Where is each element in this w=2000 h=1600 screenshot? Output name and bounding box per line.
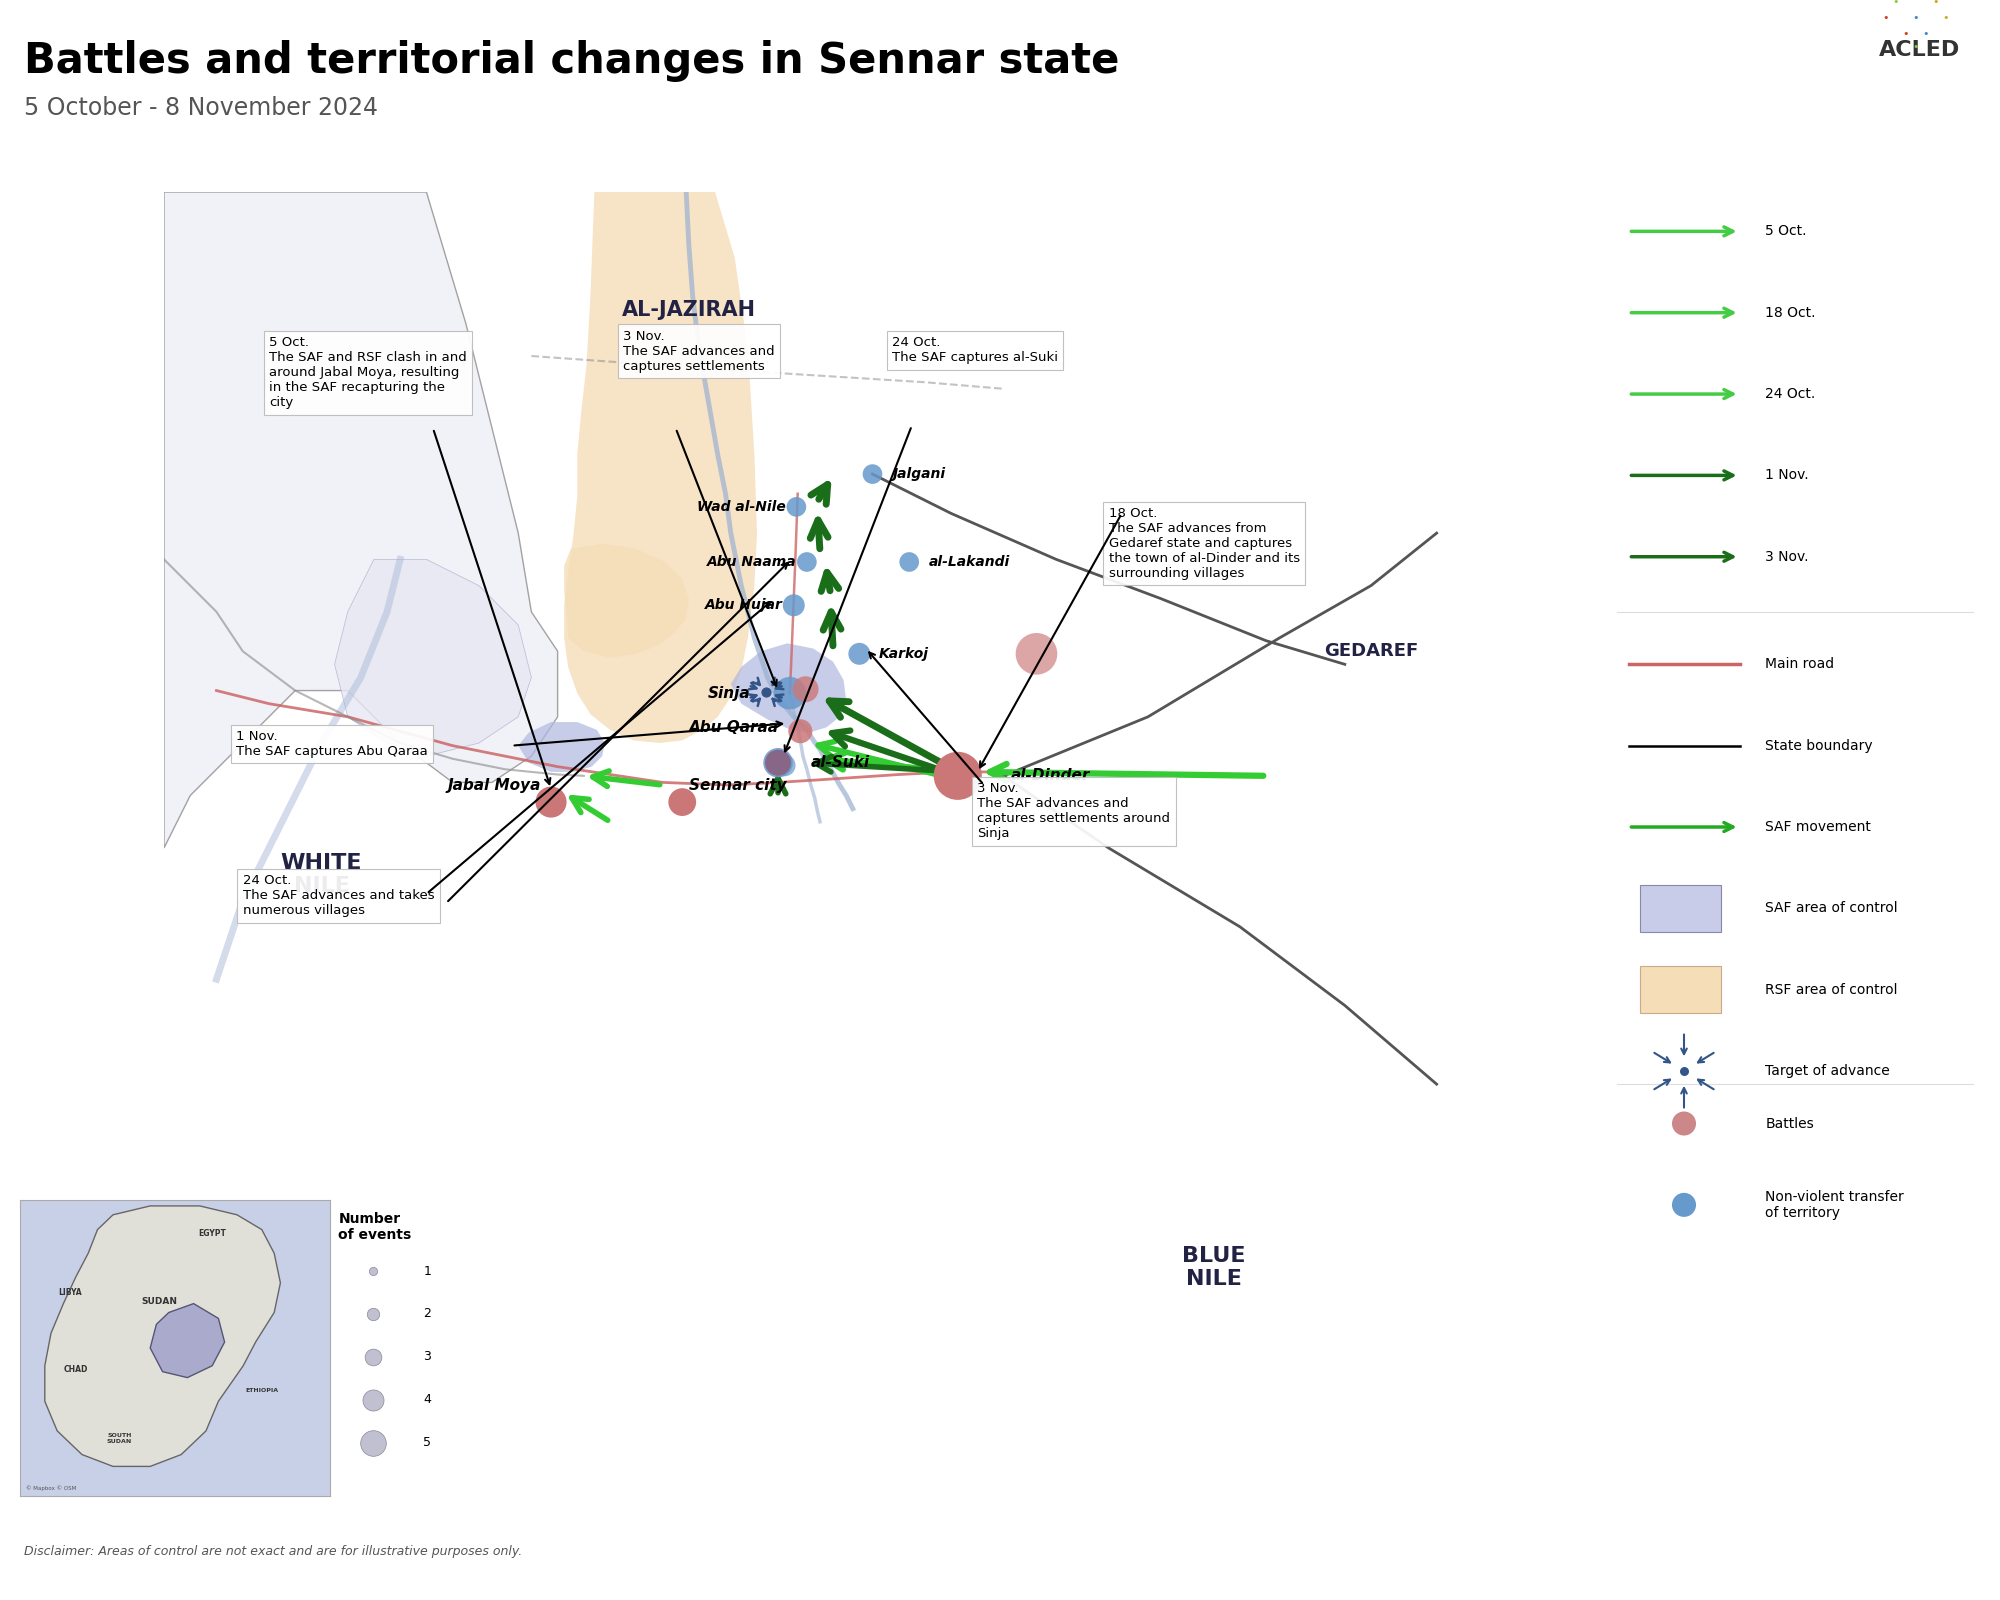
Text: Abu Hujar: Abu Hujar	[706, 598, 784, 613]
Text: State boundary: State boundary	[1766, 739, 1874, 752]
Point	[356, 1430, 388, 1456]
Text: 3: 3	[424, 1350, 432, 1363]
Point	[844, 642, 876, 667]
Point	[942, 763, 974, 789]
Point	[768, 752, 800, 778]
Text: ACLED: ACLED	[1880, 40, 1960, 59]
Point	[356, 1301, 388, 1326]
Text: SUDAN: SUDAN	[142, 1296, 178, 1306]
Text: 1 Nov.
The SAF captures Abu Qaraa: 1 Nov. The SAF captures Abu Qaraa	[236, 730, 428, 758]
Text: Wad al-Nile: Wad al-Nile	[698, 499, 786, 514]
Text: 1 Nov.: 1 Nov.	[1766, 469, 1810, 482]
Text: •: •	[1882, 13, 1890, 22]
Point	[356, 1258, 388, 1283]
Text: SOUTH
SUDAN: SOUTH SUDAN	[106, 1434, 132, 1443]
Text: Non-violent transfer
of territory: Non-violent transfer of territory	[1766, 1190, 1904, 1219]
Text: 24 Oct.
The SAF advances and takes
numerous villages: 24 Oct. The SAF advances and takes numer…	[242, 874, 434, 917]
Polygon shape	[44, 1206, 280, 1466]
Text: 3 Nov.
The SAF advances and
captures settlements around
Sinja: 3 Nov. The SAF advances and captures set…	[978, 782, 1170, 840]
Text: al-Lakandi: al-Lakandi	[928, 555, 1010, 570]
Point	[778, 592, 810, 618]
Text: 5: 5	[424, 1437, 432, 1450]
Polygon shape	[164, 192, 558, 848]
Polygon shape	[334, 560, 532, 757]
Text: SAF movement: SAF movement	[1766, 821, 1872, 834]
Text: 18 Oct.: 18 Oct.	[1766, 306, 1816, 320]
Point	[750, 678, 782, 704]
Text: BLUE
NILE: BLUE NILE	[1182, 1246, 1246, 1290]
Point	[856, 461, 888, 486]
Text: Karkoj: Karkoj	[880, 646, 930, 661]
Text: 24 Oct.
The SAF captures al-Suki: 24 Oct. The SAF captures al-Suki	[892, 336, 1058, 365]
Point	[762, 750, 794, 776]
Polygon shape	[518, 722, 604, 771]
Text: RSF area of control: RSF area of control	[1766, 982, 1898, 997]
Text: LIBYA: LIBYA	[58, 1288, 82, 1296]
Text: •: •	[1912, 42, 1920, 51]
Point	[356, 1344, 388, 1370]
Text: •: •	[1892, 0, 1900, 6]
Text: 5 October - 8 November 2024: 5 October - 8 November 2024	[24, 96, 378, 120]
Text: ETHIOPIA: ETHIOPIA	[246, 1389, 278, 1394]
Text: •: •	[1932, 0, 1940, 6]
Text: 5 Oct.
The SAF and RSF clash in and
around Jabal Moya, resulting
in the SAF reca: 5 Oct. The SAF and RSF clash in and arou…	[268, 336, 466, 410]
Text: Battles and territorial changes in Sennar state: Battles and territorial changes in Senna…	[24, 40, 1120, 82]
Point	[790, 549, 822, 574]
Point	[666, 789, 698, 814]
Text: 18 Oct.
The SAF advances from
Gedaref state and captures
the town of al-Dinder a: 18 Oct. The SAF advances from Gedaref st…	[1108, 507, 1300, 579]
Point	[1668, 1058, 1700, 1083]
FancyBboxPatch shape	[1640, 966, 1720, 1013]
Point	[356, 1387, 388, 1413]
Point	[774, 680, 806, 706]
Text: •: •	[1912, 13, 1920, 22]
Text: CHAD: CHAD	[64, 1365, 88, 1374]
Point	[894, 549, 926, 574]
Text: al-Suki: al-Suki	[810, 755, 870, 770]
Polygon shape	[730, 643, 846, 733]
Text: Main road: Main road	[1766, 658, 1834, 672]
Text: Sinja: Sinja	[708, 686, 750, 701]
Text: •: •	[1942, 13, 1950, 22]
Text: 3 Nov.
The SAF advances and
captures settlements: 3 Nov. The SAF advances and captures set…	[624, 330, 774, 373]
Point	[784, 718, 816, 744]
Text: al-Dinder: al-Dinder	[1010, 768, 1090, 784]
Text: 3 Nov.: 3 Nov.	[1766, 550, 1808, 563]
Text: Abu Qaraa: Abu Qaraa	[690, 720, 780, 734]
Text: 2: 2	[424, 1307, 432, 1320]
Text: WHITE
NILE: WHITE NILE	[280, 853, 362, 896]
Point	[790, 677, 822, 702]
Polygon shape	[150, 1304, 224, 1378]
Text: •: •	[1922, 29, 1930, 38]
Text: © Mapbox © OSM: © Mapbox © OSM	[26, 1485, 76, 1491]
Text: Number
of events: Number of events	[338, 1211, 412, 1242]
Text: Battles: Battles	[1766, 1117, 1814, 1131]
Text: Target of advance: Target of advance	[1766, 1064, 1890, 1078]
Point	[536, 789, 568, 814]
Point	[780, 494, 812, 520]
Text: SAF area of control: SAF area of control	[1766, 901, 1898, 915]
Text: Jalgani: Jalgani	[892, 467, 946, 482]
Text: Sennar city: Sennar city	[688, 778, 786, 792]
Text: AL-JAZIRAH: AL-JAZIRAH	[622, 301, 756, 320]
Text: Jabal Moya: Jabal Moya	[448, 778, 540, 792]
Polygon shape	[564, 192, 758, 742]
Text: 4: 4	[424, 1394, 432, 1406]
Text: •: •	[1902, 29, 1910, 38]
Text: GEDAREF: GEDAREF	[1324, 642, 1418, 661]
FancyBboxPatch shape	[1640, 885, 1720, 931]
Polygon shape	[564, 544, 688, 658]
Point	[1668, 1110, 1700, 1136]
Text: 24 Oct.: 24 Oct.	[1766, 387, 1816, 402]
Text: 5 Oct.: 5 Oct.	[1766, 224, 1806, 238]
Point	[1020, 642, 1052, 667]
Text: 1: 1	[424, 1264, 432, 1277]
Text: EGYPT: EGYPT	[198, 1229, 226, 1237]
Text: Abu Naama: Abu Naama	[706, 555, 796, 570]
Text: Disclaimer: Areas of control are not exact and are for illustrative purposes onl: Disclaimer: Areas of control are not exa…	[24, 1546, 522, 1558]
Point	[1668, 1192, 1700, 1218]
Point	[762, 750, 794, 776]
